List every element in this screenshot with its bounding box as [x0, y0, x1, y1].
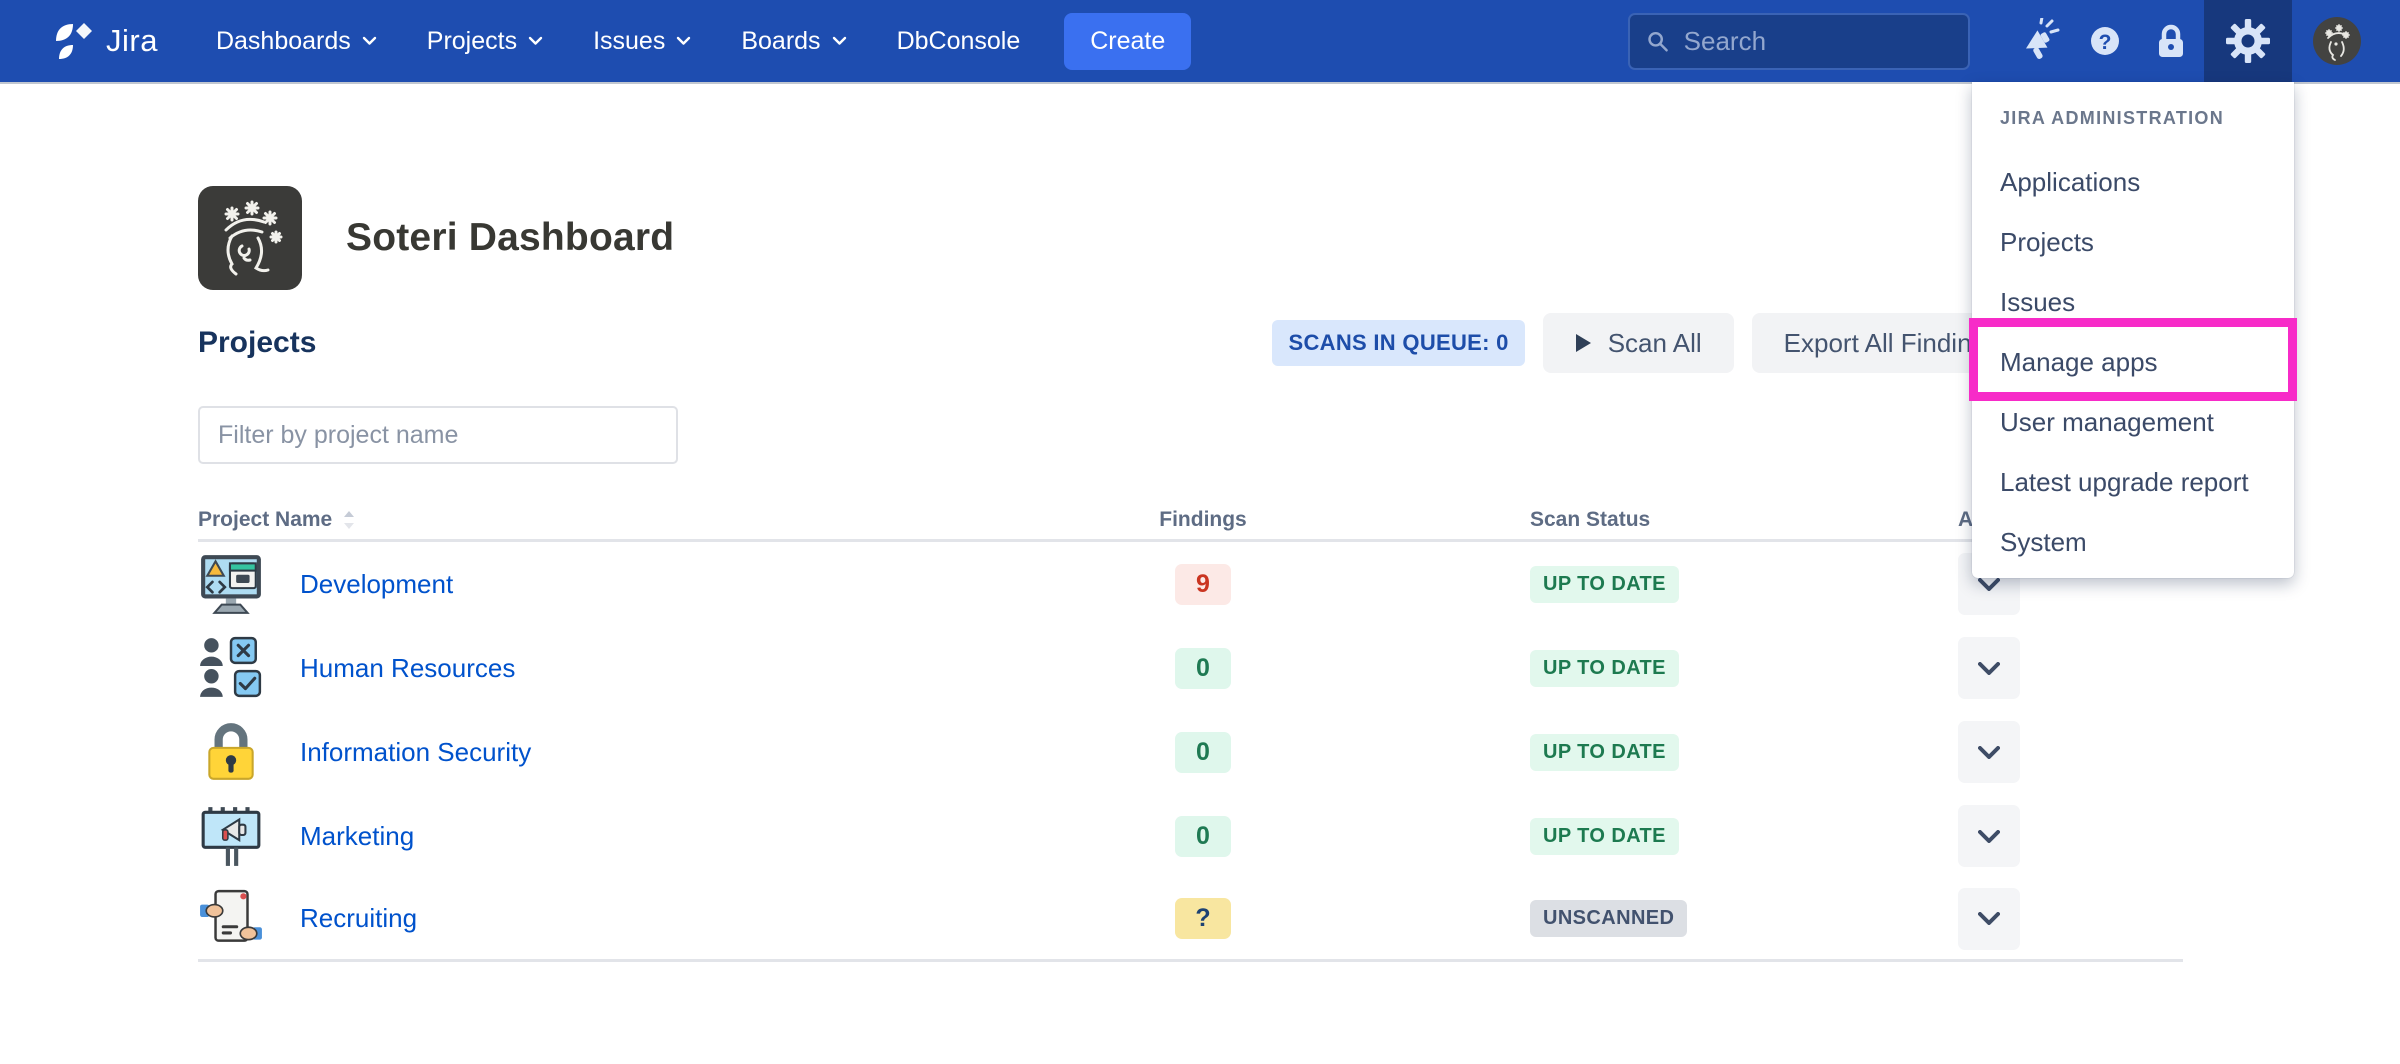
jira-logo[interactable]: Jira [48, 17, 158, 65]
nav-item-label: DbConsole [896, 26, 1021, 55]
nav-item-label: Dashboards [215, 26, 351, 55]
menu-item-latest-upgrade-report[interactable]: Latest upgrade report [2000, 467, 2249, 497]
findings-badge: 0 [1175, 647, 1231, 689]
nav-item-label: Issues [593, 26, 666, 55]
row-actions-button[interactable] [1958, 637, 2020, 699]
play-icon [1575, 334, 1591, 352]
table-row: Development 9 UP TO DATE [198, 542, 2183, 626]
megaphone-icon [2026, 18, 2060, 59]
scan-status-badge: UP TO DATE [1530, 649, 1679, 687]
nav-dashboards[interactable]: Dashboards [216, 27, 377, 56]
findings-badge: 0 [1175, 731, 1231, 773]
chevron-down-icon [362, 36, 376, 45]
primary-nav: Dashboards Projects Issues Boards DbCons… [216, 27, 1020, 56]
table-row: Recruiting ? UNSCANNED [198, 878, 2183, 962]
top-navbar: Jira Dashboards Projects Issues Boards D… [0, 0, 2400, 82]
findings-badge: 0 [1175, 815, 1231, 857]
recruiting-icon [200, 889, 262, 942]
jira-mark-icon [56, 23, 92, 59]
main-content: Soteri Dashboard Projects SCANS IN QUEUE… [198, 82, 2183, 962]
admin-menu-heading: JIRA ADMINISTRATION [2000, 108, 2225, 128]
scan-all-button[interactable]: Scan All [1542, 313, 1734, 373]
avatar-image [2313, 17, 2361, 65]
row-actions-button[interactable] [1958, 721, 2020, 783]
jira-logo-text: Jira [106, 23, 158, 58]
nav-item-label: Projects [426, 26, 518, 55]
navbar-right: ? [1628, 0, 2370, 82]
create-button[interactable]: Create [1064, 12, 1192, 70]
project-link[interactable]: Development [300, 568, 454, 599]
nav-item-label: Boards [741, 26, 821, 55]
scan-status-badge: UP TO DATE [1530, 817, 1679, 855]
row-actions-button[interactable] [1958, 805, 2020, 867]
scans-in-queue-badge: SCANS IN QUEUE: 0 [1272, 320, 1525, 366]
announcements-button[interactable] [2006, 0, 2072, 82]
findings-badge: 9 [1175, 563, 1231, 605]
search-icon [1648, 31, 1668, 51]
project-filter-input[interactable] [198, 406, 678, 464]
information-security-icon [208, 723, 254, 780]
nav-projects[interactable]: Projects [427, 27, 543, 56]
global-search[interactable] [1628, 12, 1970, 70]
scan-status-badge: UNSCANNED [1530, 900, 1688, 937]
table-header-row: Project Name Findings Scan Status Action… [198, 500, 2183, 542]
user-avatar[interactable] [2304, 0, 2370, 82]
header-project-name[interactable]: Project Name [198, 508, 1128, 532]
export-all-label: Export All Findings [1783, 327, 1999, 358]
projects-table: Project Name Findings Scan Status Action… [198, 500, 2183, 962]
help-button[interactable]: ? [2072, 0, 2138, 82]
projects-toolbar: Projects SCANS IN QUEUE: 0 Scan All Expo… [198, 313, 2183, 373]
marketing-icon [201, 807, 261, 866]
menu-item-projects[interactable]: Projects [2000, 227, 2094, 257]
menu-item-system[interactable]: System [2000, 527, 2087, 557]
nav-issues[interactable]: Issues [593, 27, 691, 56]
page-title: Soteri Dashboard [346, 216, 675, 259]
lock-icon [2159, 24, 2183, 57]
chevron-down-icon [832, 36, 846, 45]
row-actions-button[interactable] [1958, 887, 2020, 950]
table-row: Information Security 0 UP TO DATE [198, 710, 2183, 794]
header-scan-status: Scan Status [1530, 507, 1651, 531]
scan-status-badge: UP TO DATE [1530, 565, 1679, 603]
project-link[interactable]: Recruiting [300, 903, 418, 933]
project-link[interactable]: Marketing [300, 820, 415, 851]
table-row: Human Resources 0 UP TO DATE [198, 626, 2183, 710]
permissions-button[interactable] [2138, 0, 2204, 82]
nav-boards[interactable]: Boards [741, 27, 846, 56]
findings-badge: ? [1175, 898, 1231, 939]
header-findings: Findings [1159, 507, 1247, 531]
menu-item-applications[interactable]: Applications [2000, 167, 2141, 197]
chevron-down-icon [677, 36, 691, 45]
menu-item-user-management[interactable]: User management [2000, 407, 2214, 437]
nav-dbconsole[interactable]: DbConsole [897, 27, 1021, 56]
human-resources-icon [200, 636, 262, 698]
toolbar-actions: SCANS IN QUEUE: 0 Scan All Export All Fi… [1272, 313, 2031, 373]
project-link[interactable]: Human Resources [300, 652, 516, 683]
section-title: Projects [198, 326, 317, 359]
menu-item-manage-apps[interactable]: Manage apps [2000, 347, 2158, 377]
chevron-down-icon [1978, 912, 2000, 925]
chevron-down-icon [1978, 661, 2000, 675]
search-input[interactable] [1683, 25, 1952, 57]
help-icon: ? [2091, 27, 2119, 55]
settings-button[interactable] [2204, 0, 2292, 82]
scan-all-label: Scan All [1607, 327, 1702, 358]
scan-status-badge: UP TO DATE [1530, 733, 1679, 771]
table-row: Marketing 0 UP TO DATE [198, 794, 2183, 878]
svg-text:?: ? [2099, 31, 2112, 54]
chevron-down-icon [528, 36, 543, 45]
app-header: Soteri Dashboard [198, 186, 2183, 290]
gear-icon [2226, 19, 2270, 63]
project-link[interactable]: Information Security [300, 736, 532, 767]
chevron-down-icon [1978, 577, 2000, 591]
development-icon [201, 555, 261, 614]
chevron-down-icon [1978, 829, 2000, 843]
menu-item-issues[interactable]: Issues [2000, 287, 2076, 317]
sort-icon[interactable] [342, 509, 356, 531]
soteri-logo-icon [198, 186, 302, 290]
chevron-down-icon [1978, 745, 2000, 759]
jira-administration-menu: JIRA ADMINISTRATION Applications Project… [1972, 82, 2294, 578]
